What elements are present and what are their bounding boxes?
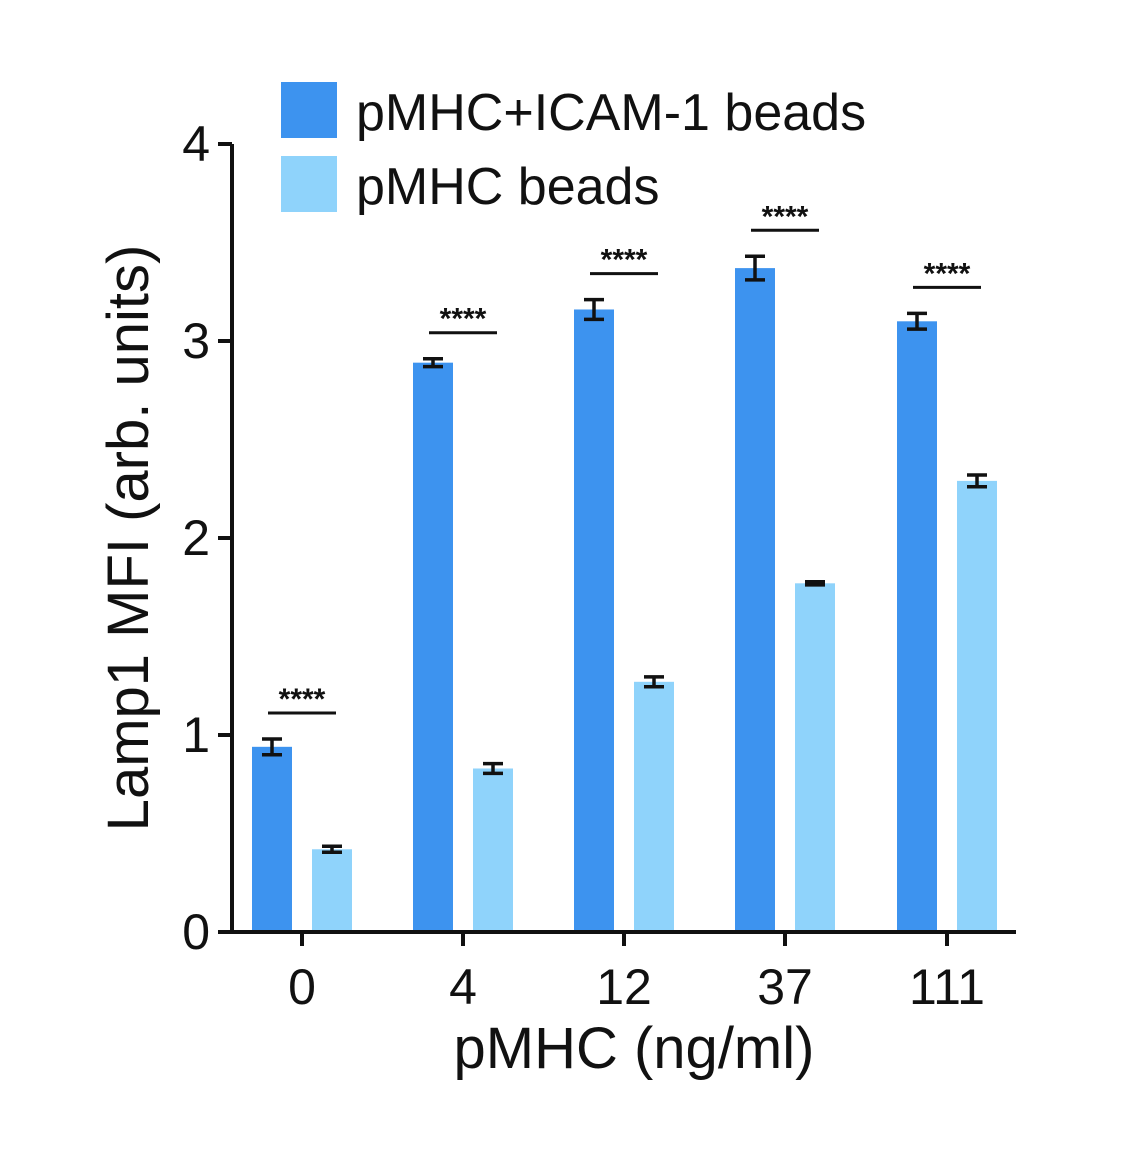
y-tick-label: 3	[182, 313, 210, 369]
x-tick-label: 0	[288, 959, 316, 1015]
legend-swatch	[281, 82, 337, 138]
bar-pmhc-12	[634, 681, 674, 932]
significance-label: ****	[279, 683, 326, 716]
significance-label: ****	[440, 303, 487, 336]
bar-pmhc-0	[312, 849, 352, 932]
x-tick-label: 111	[909, 959, 985, 1015]
bar-pmhc-37	[795, 583, 835, 932]
legend: pMHC+ICAM-1 beads pMHC beads	[281, 82, 866, 216]
bars	[252, 268, 997, 933]
y-axis-title: Lamp1 MFI (arb. units)	[96, 245, 161, 832]
legend-label: pMHC beads	[356, 158, 659, 216]
bar-pmhc-icam1-0	[252, 746, 292, 932]
x-axis-title: pMHC (ng/ml)	[454, 1016, 815, 1081]
error-bar	[423, 356, 443, 369]
bar-pmhc-icam1-4	[413, 362, 453, 932]
legend-label: pMHC+ICAM-1 beads	[356, 84, 866, 142]
bar-pmhc-icam1-12	[574, 309, 614, 933]
bar-pmhc-icam1-111	[897, 321, 937, 932]
error-bar	[644, 675, 664, 689]
y-tick-label: 0	[182, 904, 210, 960]
significance-annotations: **** **** **** **** ****	[268, 200, 981, 716]
bar-pmhc-4	[473, 768, 513, 932]
x-tick-label: 37	[757, 959, 813, 1015]
x-tick-label: 12	[596, 959, 652, 1015]
error-bar	[483, 761, 503, 776]
error-bar	[322, 844, 342, 854]
error-bar	[967, 473, 987, 489]
x-ticks: 0 4 12 37 111	[288, 932, 985, 1015]
bar-pmhc-icam1-37	[735, 268, 775, 932]
error-bar	[745, 254, 765, 282]
legend-swatch	[281, 156, 337, 212]
significance-label: ****	[601, 244, 648, 277]
error-bars	[262, 254, 987, 854]
y-tick-label: 1	[182, 707, 210, 763]
error-bar	[262, 737, 282, 757]
error-bar	[907, 311, 927, 331]
x-tick-label: 4	[449, 959, 477, 1015]
y-ticks: 0 1 2 3 4	[182, 116, 232, 960]
error-bar	[584, 297, 604, 322]
significance-label: ****	[762, 200, 809, 233]
bar-pmhc-111	[957, 480, 997, 932]
y-tick-label: 2	[182, 510, 210, 566]
error-bar	[805, 579, 825, 587]
y-tick-label: 4	[182, 116, 210, 172]
significance-label: ****	[924, 257, 971, 290]
